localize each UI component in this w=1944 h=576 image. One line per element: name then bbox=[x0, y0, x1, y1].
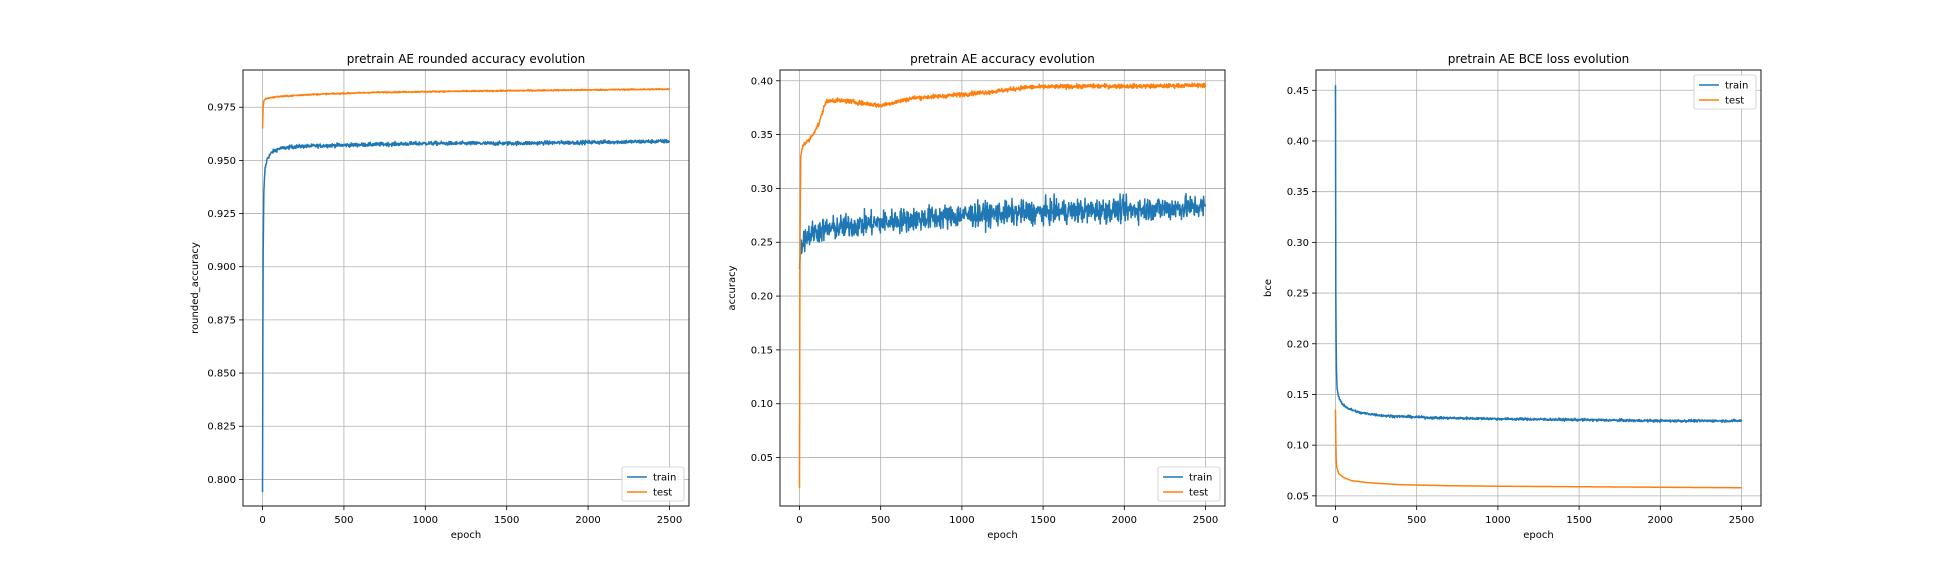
series-line-test bbox=[798, 82, 1207, 488]
series-line-train bbox=[261, 138, 671, 493]
y-tick-label: 0.25 bbox=[1287, 289, 1309, 300]
x-tick-label: 500 bbox=[871, 515, 890, 526]
legend: train test bbox=[1693, 74, 1757, 110]
y-tick-label: 0.20 bbox=[751, 292, 773, 303]
y-axis-label: rounded_accuracy bbox=[190, 242, 201, 334]
x-axis-label: epoch bbox=[451, 530, 481, 541]
y-tick-label: 0.40 bbox=[1287, 136, 1309, 147]
x-tick-label: 2000 bbox=[1648, 515, 1673, 526]
x-tick-label: 2000 bbox=[1112, 515, 1137, 526]
y-tick-label: 0.15 bbox=[751, 345, 773, 356]
legend: train test bbox=[1157, 466, 1221, 502]
legend-label-test: test bbox=[1725, 96, 1744, 107]
y-tick-label: 0.05 bbox=[1287, 491, 1309, 502]
y-tick-label: 0.45 bbox=[1287, 86, 1309, 97]
x-tick-label: 2500 bbox=[1729, 515, 1754, 526]
y-tick-label: 0.925 bbox=[207, 209, 236, 220]
x-tick-label: 500 bbox=[334, 515, 353, 526]
y-tick-label: 0.10 bbox=[1287, 441, 1309, 452]
y-tick-label: 0.30 bbox=[751, 184, 773, 195]
series-line-train bbox=[1334, 85, 1743, 424]
y-tick-label: 0.950 bbox=[207, 156, 236, 167]
y-tick-label: 0.35 bbox=[1287, 187, 1309, 198]
x-tick-label: 0 bbox=[259, 515, 265, 526]
y-tick-label: 0.40 bbox=[751, 76, 773, 87]
legend-label-train: train bbox=[653, 473, 676, 484]
x-axis-label: epoch bbox=[1523, 530, 1553, 541]
series-line-test bbox=[1334, 409, 1742, 489]
legend-label-test: test bbox=[653, 488, 672, 499]
chart-panel-2: 0 500 1000 1500 2000 2500 0.05 0.10 0.15 0.20 0.25… bbox=[727, 52, 1226, 541]
legend-label-test: test bbox=[1189, 488, 1208, 499]
x-tick-label: 2500 bbox=[657, 515, 682, 526]
y-axis-label: bce bbox=[1263, 279, 1274, 297]
x-tick-label: 0 bbox=[1332, 515, 1338, 526]
x-tick-label: 1500 bbox=[1566, 515, 1591, 526]
chart-panel-3: 0 500 1000 1500 2000 2500 0.05 0.10 0.15 0.20 0.25… bbox=[1263, 52, 1762, 541]
series-line-train bbox=[798, 192, 1207, 270]
chart-panel-1: 0 500 1000 1500 2000 2500 0.800 0.825 0.850 0.875… bbox=[190, 52, 690, 541]
x-tick-label: 1500 bbox=[494, 515, 519, 526]
x-tick-label: 0 bbox=[796, 515, 802, 526]
y-tick-label: 0.800 bbox=[207, 475, 236, 486]
axes-frame bbox=[1315, 69, 1762, 507]
y-tick-label: 0.10 bbox=[751, 399, 773, 410]
x-tick-label: 1000 bbox=[413, 515, 438, 526]
chart-title: pretrain AE BCE loss evolution bbox=[1448, 52, 1630, 66]
axes-frame bbox=[779, 69, 1226, 507]
y-tick-label: 0.850 bbox=[207, 369, 236, 380]
y-tick-label: 0.825 bbox=[207, 422, 236, 433]
legend-label-train: train bbox=[1725, 81, 1748, 92]
y-axis-label: accuracy bbox=[727, 265, 738, 310]
y-tick-label: 0.975 bbox=[207, 103, 236, 114]
chart-title: pretrain AE rounded accuracy evolution bbox=[347, 52, 585, 66]
x-tick-label: 1000 bbox=[1485, 515, 1510, 526]
y-tick-label: 0.30 bbox=[1287, 238, 1309, 249]
chart-title: pretrain AE accuracy evolution bbox=[910, 52, 1095, 66]
y-tick-label: 0.20 bbox=[1287, 339, 1309, 350]
y-tick-label: 0.35 bbox=[751, 130, 773, 141]
x-tick-label: 2500 bbox=[1193, 515, 1218, 526]
x-tick-label: 1500 bbox=[1030, 515, 1055, 526]
series-line-test bbox=[261, 87, 671, 129]
y-tick-label: 0.900 bbox=[207, 262, 236, 273]
x-axis-label: epoch bbox=[987, 530, 1017, 541]
x-tick-label: 2000 bbox=[575, 515, 600, 526]
x-tick-label: 1000 bbox=[949, 515, 974, 526]
legend-label-train: train bbox=[1189, 473, 1212, 484]
y-tick-label: 0.15 bbox=[1287, 390, 1309, 401]
x-tick-label: 500 bbox=[1407, 515, 1426, 526]
y-tick-label: 0.875 bbox=[207, 315, 236, 326]
y-tick-label: 0.05 bbox=[751, 453, 773, 464]
axes-frame bbox=[242, 69, 690, 507]
y-tick-label: 0.25 bbox=[751, 238, 773, 249]
legend: train test bbox=[621, 466, 685, 502]
